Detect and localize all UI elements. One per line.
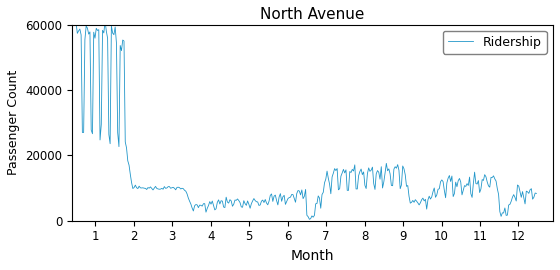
Ridership — [169, 186, 175, 189]
Legend: Ridership: Ridership — [443, 31, 547, 54]
Line: Ridership: Ridership — [76, 21, 536, 219]
Ridership — [152, 185, 159, 188]
Y-axis label: Passenger Count: Passenger Count — [7, 70, 20, 175]
Ridership — [102, 19, 109, 23]
Ridership — [533, 192, 540, 195]
Ridership — [324, 170, 330, 173]
Ridership — [73, 21, 80, 24]
Ridership — [119, 38, 126, 42]
Title: North Avenue: North Avenue — [260, 7, 365, 22]
Ridership — [306, 218, 312, 221]
X-axis label: Month: Month — [291, 249, 334, 263]
Ridership — [390, 168, 397, 171]
Ridership — [416, 203, 422, 207]
